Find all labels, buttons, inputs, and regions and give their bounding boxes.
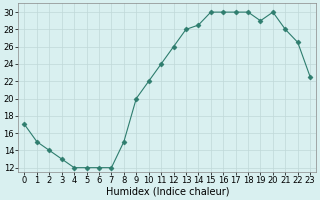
X-axis label: Humidex (Indice chaleur): Humidex (Indice chaleur) [106, 187, 229, 197]
